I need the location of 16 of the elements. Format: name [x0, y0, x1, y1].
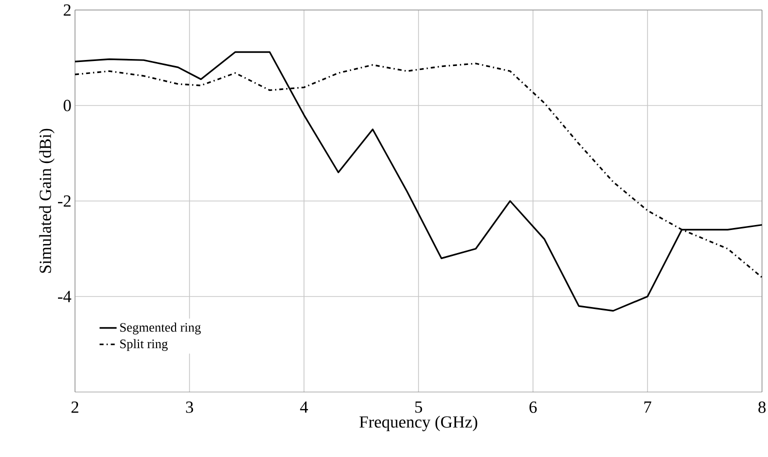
x-tick-label: 3: [186, 402, 194, 413]
y-tick-label: -4: [58, 290, 72, 302]
x-tick-label: 5: [415, 402, 422, 413]
legend-label: Split ring: [120, 339, 168, 351]
line-series: [75, 51, 762, 312]
legend-label: Segmented ring: [120, 322, 201, 334]
y-tick-label: 0: [64, 100, 71, 112]
y-axis-title: Simulated Gain (dBi): [39, 128, 55, 273]
x-axis-title: Frequency (GHz): [360, 416, 478, 432]
x-tick-label: 4: [300, 402, 308, 413]
y-tick-label: 2: [64, 4, 71, 16]
x-tick-label: 7: [644, 402, 652, 413]
x-tick-label: 2: [72, 402, 78, 413]
x-tick-label: 6: [530, 402, 537, 413]
y-tick-label: -2: [58, 195, 71, 207]
x-tick-label: 8: [758, 402, 766, 413]
